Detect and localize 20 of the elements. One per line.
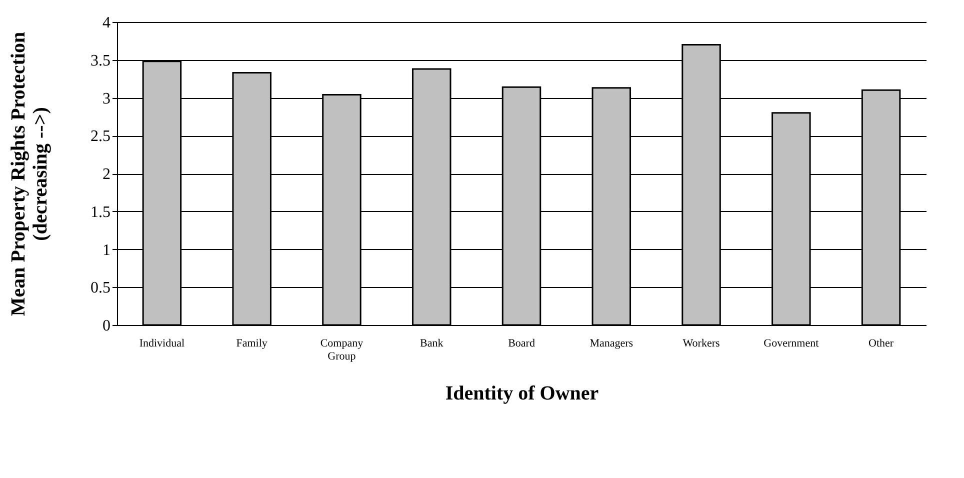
x-tick-label: Company Group xyxy=(320,338,364,362)
y-tick-label: 4 xyxy=(102,14,110,32)
x-tick-label: Government xyxy=(764,338,819,350)
x-tick-label: Managers xyxy=(590,338,634,350)
y-tick-label: 3 xyxy=(102,90,110,108)
y-axis-title: Mean Property Rights Protection (decreasing -->) xyxy=(8,32,52,316)
y-tick-label: 0 xyxy=(102,318,110,334)
x-tick-label: Individual xyxy=(139,338,185,350)
x-tick-label: Workers xyxy=(682,338,720,350)
y-tick-label: 2 xyxy=(102,166,110,183)
x-tick-label: Bank xyxy=(420,338,444,350)
y-tick-label: 2.5 xyxy=(90,128,110,146)
x-axis-title: Identity of Owner xyxy=(445,382,599,404)
y-tick-label: 1.5 xyxy=(90,204,110,221)
y-tick-label: 1 xyxy=(102,242,110,259)
x-tick-label: Family xyxy=(236,338,268,350)
x-tick-label: Board xyxy=(508,338,536,350)
y-tick-label: 3.5 xyxy=(90,52,110,70)
y-tick-label: 0.5 xyxy=(90,280,110,297)
x-tick-label: Other xyxy=(868,338,894,350)
